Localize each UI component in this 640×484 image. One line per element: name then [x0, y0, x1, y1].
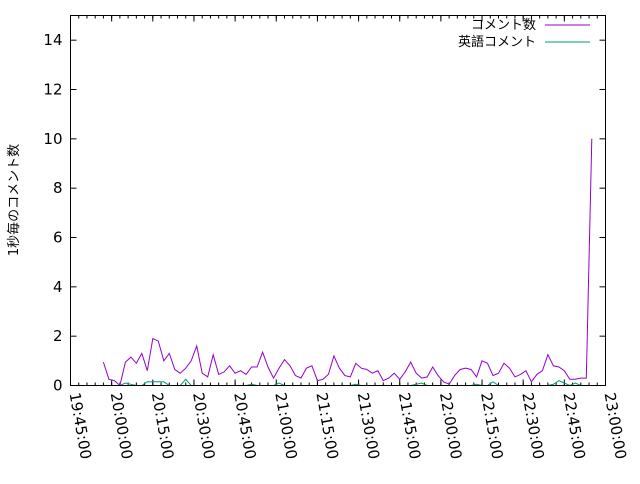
- x-tick-label: 22:45:00: [559, 391, 588, 460]
- x-tick-label: 22:15:00: [477, 391, 506, 460]
- legend-label-english-comments: 英語コメント: [458, 34, 536, 50]
- legend-label-comments: コメント数: [471, 18, 536, 33]
- y-tick-label: 6: [53, 229, 63, 247]
- y-tick-label: 14: [43, 31, 62, 49]
- y-tick-label: 0: [53, 377, 63, 395]
- x-tick-label: 21:30:00: [354, 391, 383, 460]
- y-tick-label: 10: [43, 130, 62, 148]
- x-tick-label: 21:00:00: [271, 391, 300, 460]
- y-tick-label: 4: [53, 278, 63, 296]
- x-tick-label: 22:30:00: [518, 391, 547, 460]
- y-axis-label: 1秒毎のコメント数: [6, 144, 22, 256]
- x-tick-label: 20:00:00: [107, 391, 136, 460]
- x-tick-label: 21:45:00: [395, 391, 424, 460]
- x-tick-label: 19:45:00: [66, 391, 95, 460]
- x-tick-label: 21:15:00: [312, 391, 341, 460]
- series-lines: [103, 139, 591, 386]
- x-tick-label: 20:45:00: [230, 391, 259, 460]
- y-tick-label: 12: [43, 81, 62, 99]
- series-line-comments: [103, 139, 591, 386]
- y-tick-label: 8: [53, 179, 63, 197]
- series-line-english-comments: [103, 379, 591, 385]
- x-tick-label: 20:15:00: [148, 391, 177, 460]
- x-tick-label: 20:30:00: [189, 391, 218, 460]
- x-tick-label: 22:00:00: [436, 391, 465, 460]
- legend: コメント数 英語コメント: [458, 18, 590, 50]
- plot-border: [71, 16, 606, 386]
- axes: 0 2 4 6 8 10 12 14 19:45:00 20:00:00 20:15:00 20:30…: [43, 16, 630, 461]
- x-tick-label: 23:00:00: [601, 391, 630, 460]
- y-tick-label: 2: [53, 327, 63, 345]
